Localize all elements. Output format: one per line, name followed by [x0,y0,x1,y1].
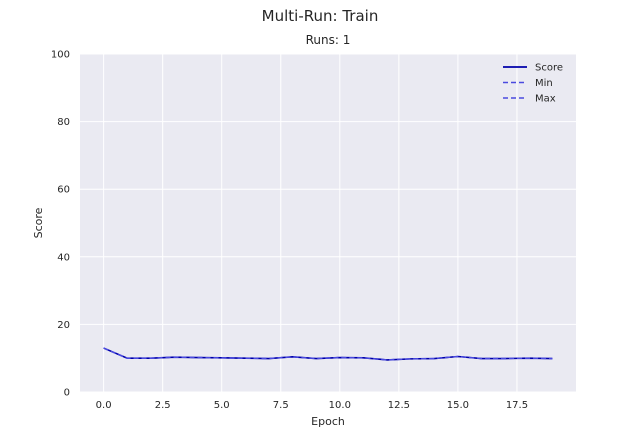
y-tick-label: 60 [57,185,70,196]
x-tick-label: 15.0 [447,400,469,411]
legend-label-min: Min [535,78,553,89]
x-tick-label: 7.5 [273,400,289,411]
plot-area [80,54,576,392]
x-tick-label: 17.5 [506,400,528,411]
legend-label-score: Score [535,63,563,74]
y-axis-ticks: 0 20 40 60 80 100 [51,50,70,399]
legend-label-max: Max [535,94,556,105]
chart-title: Multi-Run: Train [262,7,379,25]
y-axis-label: Score [32,207,45,238]
x-tick-label: 0.0 [96,400,112,411]
grid-lines [80,53,576,393]
x-tick-label: 5.0 [214,400,230,411]
chart-subtitle: Runs: 1 [306,33,351,47]
y-tick-label: 100 [51,50,70,61]
x-tick-label: 2.5 [155,400,171,411]
y-tick-label: 80 [57,117,70,128]
series-lines [103,347,553,361]
legend: Score Min Max [503,63,563,105]
x-axis-ticks: 0.0 2.5 5.0 7.5 10.0 12.5 15.0 17.5 [96,400,528,411]
x-axis-label: Epoch [311,415,345,428]
x-tick-label: 12.5 [388,400,410,411]
x-tick-label: 10.0 [329,400,351,411]
y-tick-label: 20 [57,320,70,331]
y-tick-label: 0 [64,388,70,399]
y-tick-label: 40 [57,252,70,263]
series-line-max [103,347,553,361]
